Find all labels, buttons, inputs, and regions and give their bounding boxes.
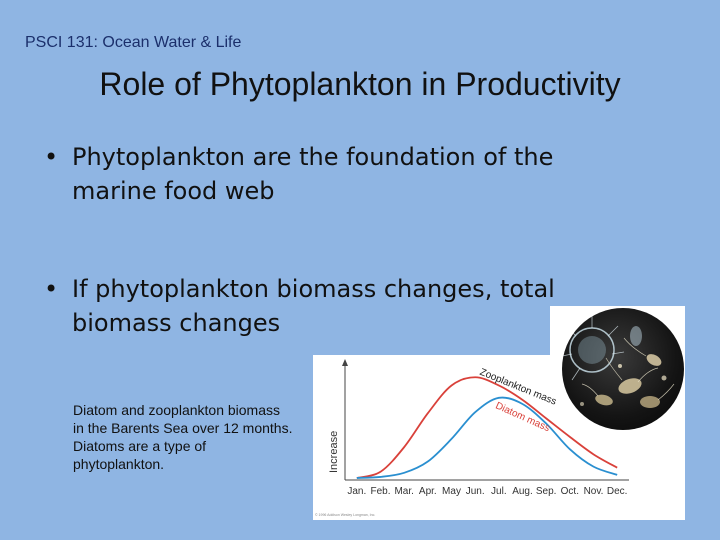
- x-tick-label: Nov.: [584, 486, 604, 497]
- bullet-line: If phytoplankton biomass changes, total: [72, 275, 555, 303]
- x-tick-label: Jun.: [466, 486, 485, 497]
- x-tick-labels: Jan. Feb. Mar. Apr. May Jun. Jul. Aug. Sep. Oct. N…: [347, 486, 627, 497]
- bullet-dot-icon: •: [44, 143, 59, 171]
- bullet-text: Phytoplankton are the foundation of the …: [72, 140, 632, 208]
- x-tick-label: Mar.: [394, 486, 413, 497]
- bullet-line: marine food web: [72, 177, 275, 205]
- series-line-1: [356, 396, 618, 479]
- x-tick-label: Oct.: [561, 486, 579, 497]
- y-axis-arrow-icon: [342, 359, 348, 366]
- series-label-diatom: Diatom mass: [494, 401, 552, 435]
- chart-series: [356, 376, 618, 479]
- chart-svg: Jan. Feb. Mar. Apr. May Jun. Jul. Aug. Sep. Oct. N…: [315, 359, 629, 517]
- bullet-line: biomass changes: [72, 309, 281, 337]
- slide-title: Role of Phytoplankton in Productivity: [99, 66, 621, 102]
- x-tick-label: Apr.: [419, 486, 437, 497]
- x-tick-label: Feb.: [370, 486, 390, 497]
- figure-caption: Diatom and zooplankton biomass in the Ba…: [73, 401, 333, 473]
- bullet-line: Phytoplankton are the foundation of the: [72, 143, 554, 171]
- copyright-text: © 1996 Addison Wesley Longman, Inc.: [315, 513, 375, 517]
- plankton-image: [562, 314, 675, 408]
- caption-line: in the Barents Sea over 12 months.: [73, 420, 293, 436]
- plankton-photo: [562, 308, 684, 430]
- x-tick-label: May: [442, 486, 461, 497]
- course-header: PSCI 131: Ocean Water & Life: [25, 34, 242, 51]
- caption-line: Diatom and zooplankton biomass: [73, 402, 281, 418]
- series-line-0: [356, 376, 618, 479]
- x-tick-label: Aug.: [512, 486, 533, 497]
- caption-line: phytoplankton.: [73, 456, 165, 472]
- x-tick-label: Sep.: [536, 486, 557, 497]
- x-tick-label: Jan.: [347, 486, 366, 497]
- x-tick-label: Dec.: [607, 486, 628, 497]
- caption-line: Diatoms are a type of: [73, 438, 207, 454]
- bullet-text: If phytoplankton biomass changes, total …: [72, 272, 632, 340]
- chart-axes: [342, 359, 629, 481]
- y-axis-label: Increase: [328, 431, 340, 473]
- bullet-dot-icon: •: [44, 275, 59, 303]
- x-tick-label: Jul.: [491, 486, 507, 497]
